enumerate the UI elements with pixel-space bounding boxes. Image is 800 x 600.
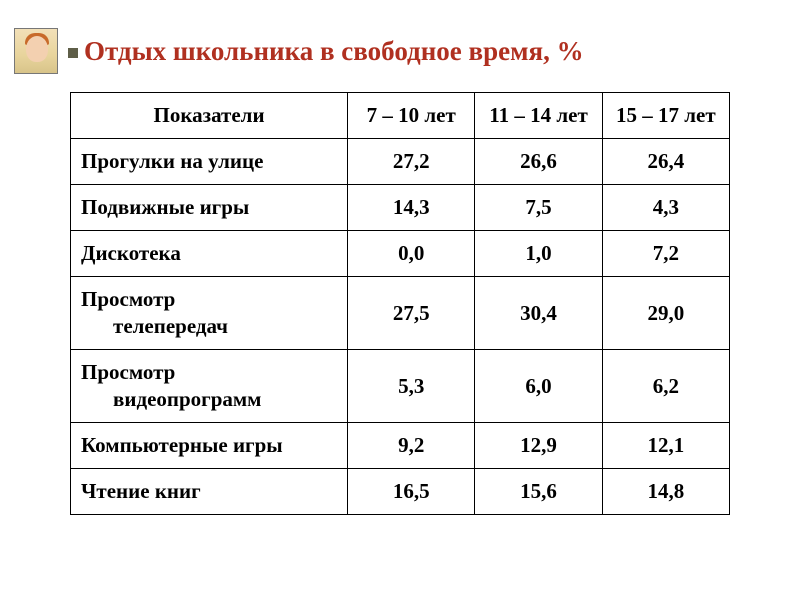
cell: 26,4 [602,139,729,185]
row-label: Компьютерные игры [71,423,348,469]
cell: 30,4 [475,277,602,350]
cell: 15,6 [475,469,602,515]
slide-container: Отдых школьника в свободное время, % Пок… [0,0,800,600]
table-row: Подвижные игры 14,3 7,5 4,3 [71,185,730,231]
table-wrapper: Показатели 7 – 10 лет 11 – 14 лет 15 – 1… [0,92,800,515]
cell: 12,9 [475,423,602,469]
table-row: Просмотр видеопрограмм 5,3 6,0 6,2 [71,350,730,423]
slide-title: Отдых школьника в свободное время, % [68,36,584,67]
row-label-main: Прогулки на улице [81,149,263,173]
table-row: Компьютерные игры 9,2 12,9 12,1 [71,423,730,469]
table-body: Прогулки на улице 27,2 26,6 26,4 Подвижн… [71,139,730,515]
row-label-sub: телепередач [81,314,335,339]
cell: 7,2 [602,231,729,277]
row-label-main: Просмотр [81,287,175,311]
cell: 6,2 [602,350,729,423]
row-label: Прогулки на улице [71,139,348,185]
cell: 26,6 [475,139,602,185]
cell: 7,5 [475,185,602,231]
table-row: Просмотр телепередач 27,5 30,4 29,0 [71,277,730,350]
row-label: Просмотр телепередач [71,277,348,350]
bullet-icon [68,48,78,58]
row-label-main: Компьютерные игры [81,433,283,457]
col-header-indicator: Показатели [71,93,348,139]
cell: 4,3 [602,185,729,231]
row-label: Чтение книг [71,469,348,515]
slide-title-text: Отдых школьника в свободное время, % [84,36,584,66]
cell: 27,5 [348,277,475,350]
row-label: Дискотека [71,231,348,277]
title-row: Отдых школьника в свободное время, % [0,28,800,92]
cell: 1,0 [475,231,602,277]
cell: 14,3 [348,185,475,231]
row-label-main: Просмотр [81,360,175,384]
row-label: Подвижные игры [71,185,348,231]
table-row: Прогулки на улице 27,2 26,6 26,4 [71,139,730,185]
cell: 0,0 [348,231,475,277]
col-header-15-17: 15 – 17 лет [602,93,729,139]
cell: 27,2 [348,139,475,185]
row-label-main: Чтение книг [81,479,201,503]
row-label: Просмотр видеопрограмм [71,350,348,423]
cell: 29,0 [602,277,729,350]
table-row: Дискотека 0,0 1,0 7,2 [71,231,730,277]
cell: 12,1 [602,423,729,469]
row-label-main: Подвижные игры [81,195,249,219]
cell: 6,0 [475,350,602,423]
table-row: Чтение книг 16,5 15,6 14,8 [71,469,730,515]
cell: 9,2 [348,423,475,469]
cell: 16,5 [348,469,475,515]
row-label-sub: видеопрограмм [81,387,335,412]
col-header-7-10: 7 – 10 лет [348,93,475,139]
cell: 5,3 [348,350,475,423]
leisure-table: Показатели 7 – 10 лет 11 – 14 лет 15 – 1… [70,92,730,515]
table-header-row: Показатели 7 – 10 лет 11 – 14 лет 15 – 1… [71,93,730,139]
cell: 14,8 [602,469,729,515]
avatar-image [14,28,58,74]
row-label-main: Дискотека [81,241,181,265]
col-header-11-14: 11 – 14 лет [475,93,602,139]
